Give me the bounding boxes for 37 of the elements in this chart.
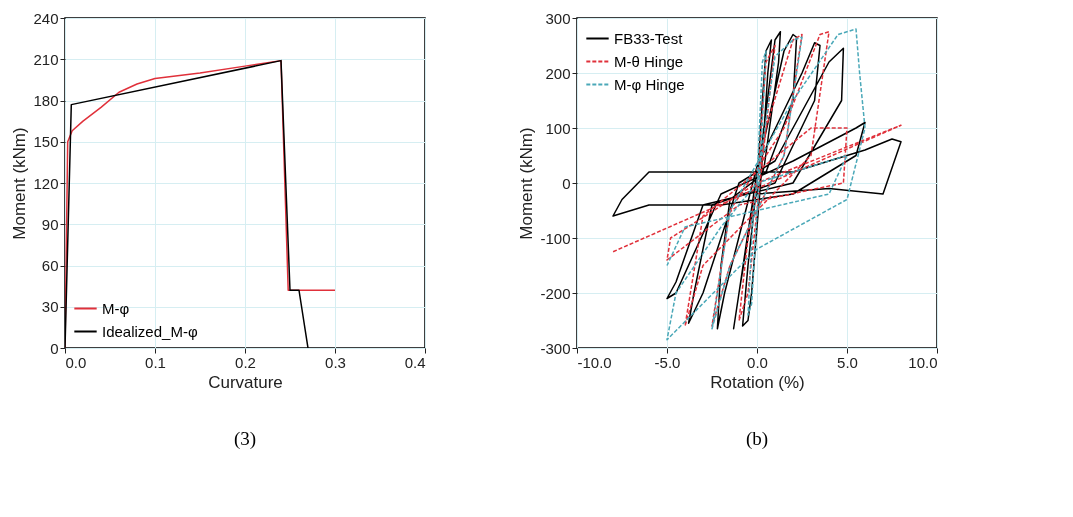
- legend-label: FB33-Test: [614, 29, 684, 47]
- y-tick-label: 90: [41, 215, 59, 233]
- y-tick-label: 300: [545, 9, 571, 27]
- text: (b): [745, 428, 769, 450]
- y-tick-label: 180: [33, 92, 59, 109]
- y-tick-label: 150: [33, 133, 59, 151]
- x-tick-label: 0.0: [747, 353, 768, 371]
- legend-label: M-θ Hinge: [614, 52, 684, 70]
- x-tick-label: -5.0: [654, 353, 681, 371]
- x-tick-label: 0.1: [145, 353, 166, 371]
- x-tick-label: 0.2: [235, 353, 256, 371]
- y-tick-label: 0: [562, 174, 571, 192]
- legend-label: M-φ Hinge: [614, 75, 685, 93]
- y-tick-label: 210: [33, 50, 59, 68]
- y-tick-label: 240: [33, 9, 59, 27]
- x-axis-title: Rotation (%): [710, 372, 805, 392]
- y-axis-title: Moment (kNm): [517, 127, 537, 240]
- y-tick-label: 120: [33, 174, 59, 192]
- x-tick-label: -10.0: [577, 353, 612, 371]
- y-tick-label: 100: [545, 119, 571, 137]
- text: (3): [233, 428, 257, 450]
- y-tick-label: 0: [50, 339, 59, 357]
- legend-label: M-φ: [102, 299, 130, 317]
- y-tick-label: -200: [540, 284, 571, 302]
- y-tick-label: -100: [540, 229, 571, 247]
- x-axis-title: Curvature: [208, 372, 283, 392]
- x-tick-label: 0.0: [65, 353, 87, 371]
- x-tick-label: 0.3: [325, 353, 346, 371]
- x-tick-label: 5.0: [837, 353, 858, 371]
- y-axis-title: Moment (kNm): [10, 127, 30, 240]
- x-tick-label: 0.4: [404, 353, 426, 371]
- x-tick-label: 10.0: [908, 353, 938, 371]
- legend-label: Idealized_M-φ: [102, 322, 198, 340]
- y-tick-label: 200: [545, 64, 571, 82]
- y-tick-label: 30: [41, 298, 59, 316]
- y-tick-label: 60: [41, 257, 59, 274]
- y-tick-label: -300: [540, 339, 571, 357]
